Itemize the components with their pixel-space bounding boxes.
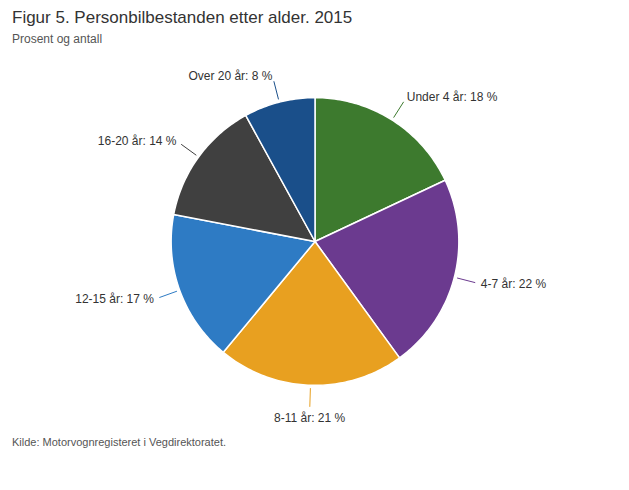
svg-text:12-15 år: 17 %: 12-15 år: 17 % <box>75 292 154 306</box>
svg-text:4-7 år: 22 %: 4-7 år: 22 % <box>481 277 547 291</box>
svg-text:8-11 år: 21 %: 8-11 år: 21 % <box>274 411 345 425</box>
svg-text:16-20 år: 14 %: 16-20 år: 14 % <box>98 134 177 148</box>
html-text:Figur 5. Personbilbestanden et: Figur 5. Personbilbestanden etter alder.… <box>12 8 353 27</box>
svg-text:Under 4 år: 18 %: Under 4 år: 18 % <box>407 90 498 104</box>
svg-text:Over 20 år: 8 %: Over 20 år: 8 % <box>188 69 272 83</box>
html-text:Prosent og antall: Prosent og antall <box>12 32 103 46</box>
html-text:Kilde: Motorvognregisteret i V: Kilde: Motorvognregisteret i Vegdirektor… <box>12 436 226 448</box>
